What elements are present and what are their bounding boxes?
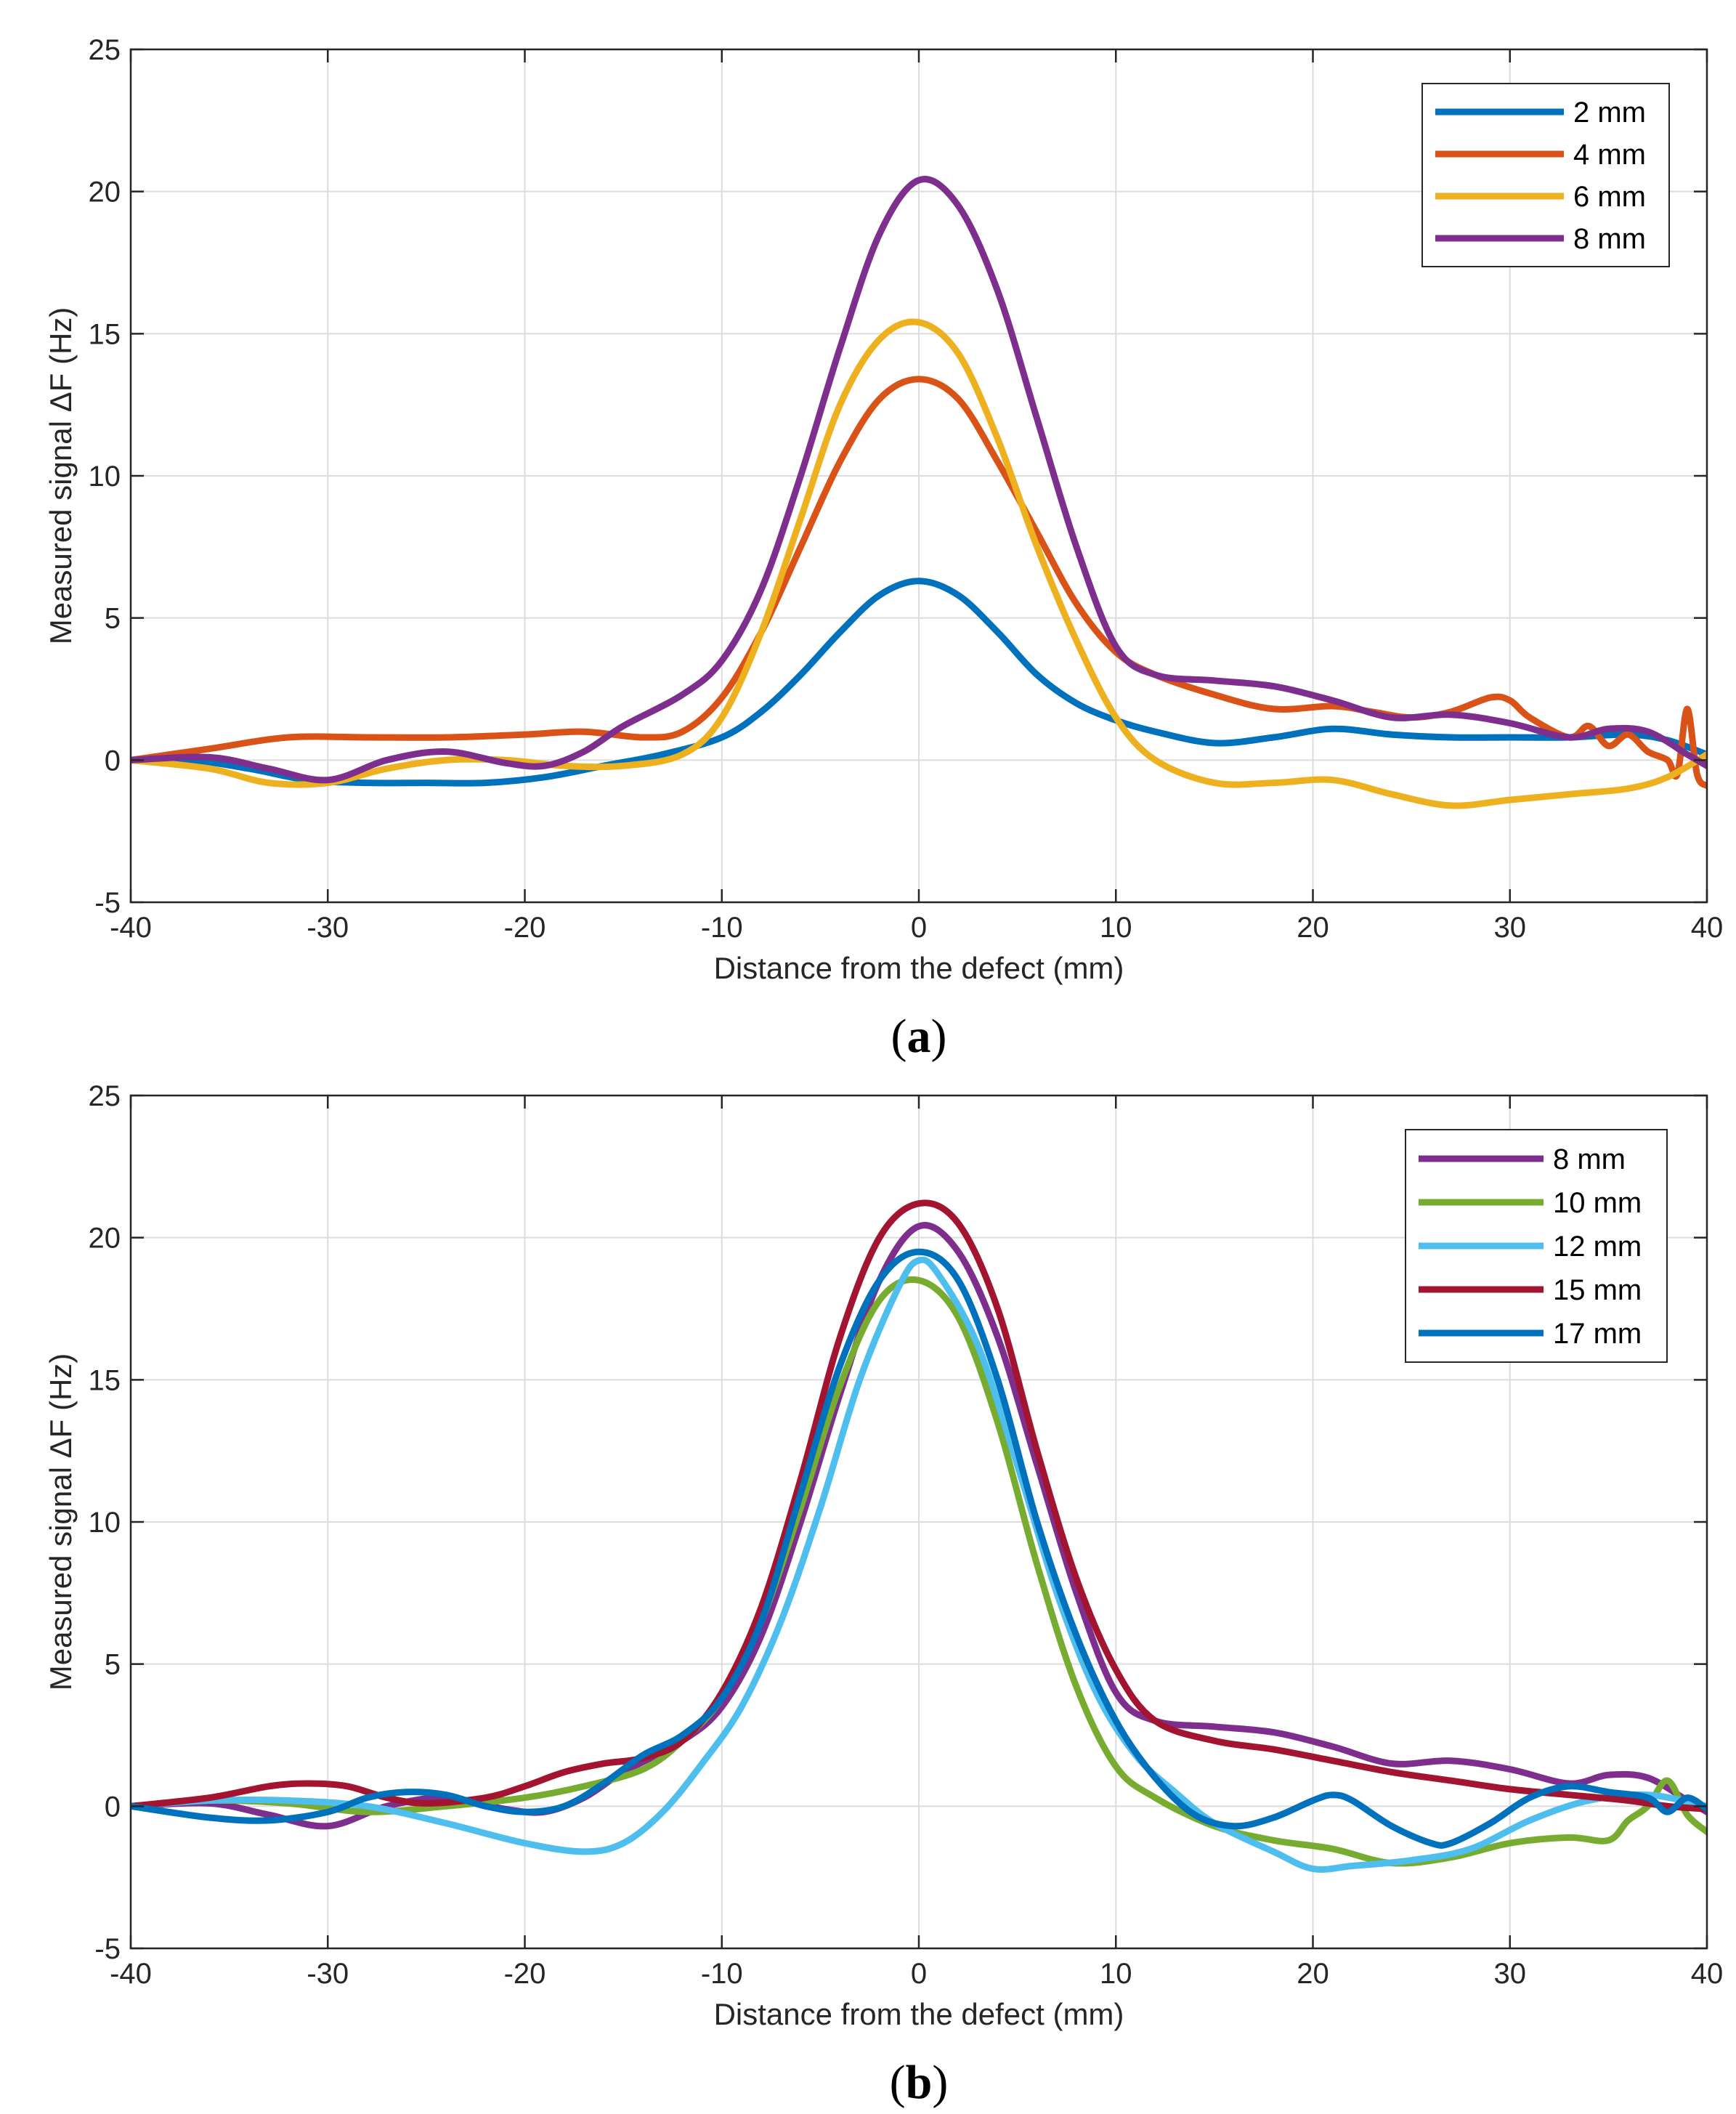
series-line-10-mm [131, 1276, 1707, 1867]
series-line-12-mm [131, 1256, 1707, 1873]
x-axis-label: Distance from the defect (mm) [714, 951, 1124, 985]
x-tick-label: -10 [701, 1958, 743, 1990]
y-tick-label: -5 [94, 1933, 121, 1965]
series-line-4-mm [131, 376, 1707, 790]
x-tick-label: 30 [1494, 912, 1527, 944]
panel-label: (b) [890, 2056, 949, 2109]
legend-label: 6 mm [1573, 181, 1646, 213]
y-axis-label: Measured signal ΔF (Hz) [44, 1353, 78, 1691]
chart-panel-b: -40 -30 -20 -10 0 10 20 30 40 -5 0 5 10 15 20 25 Distanc… [44, 1080, 1723, 2109]
y-axis-label: Measured signal ΔF (Hz) [44, 307, 78, 645]
y-tick-label: 20 [89, 177, 121, 208]
panel-label-close: ) [931, 1010, 947, 1063]
x-tick-label: 20 [1297, 1958, 1329, 1990]
legend-item-2-mm: 2 mm [1435, 97, 1646, 129]
x-tick-label: 20 [1297, 912, 1329, 944]
legend-label: 2 mm [1573, 97, 1646, 129]
y-tick-label: 5 [105, 603, 121, 635]
x-tick-label: -30 [307, 1958, 349, 1990]
series-group [131, 1199, 1707, 1873]
legend: 8 mm 10 mm 12 mm 15 mm 17 mm [1405, 1129, 1668, 1363]
x-tick-label: -30 [307, 912, 349, 944]
series-line-17-mm [131, 1248, 1707, 1849]
x-tick-label: 30 [1494, 1958, 1527, 1990]
y-tick-label: 15 [89, 1364, 121, 1396]
y-tick-label: 5 [105, 1649, 121, 1681]
legend-label: 10 mm [1553, 1187, 1642, 1219]
legend-label: 4 mm [1573, 139, 1646, 171]
legend-label: 15 mm [1553, 1274, 1642, 1306]
legend-item-8-mm: 8 mm [1435, 223, 1646, 255]
chart-panel-a: -40 -30 -20 -10 0 10 20 30 40 -5 0 5 10 15 20 25 Distanc… [44, 34, 1723, 1063]
series-line-6-mm [131, 318, 1707, 809]
legend-item-4-mm: 4 mm [1435, 139, 1646, 171]
x-tick-label: 40 [1691, 912, 1724, 944]
x-tick-label: 10 [1100, 1958, 1132, 1990]
x-tick-label: -40 [110, 1958, 152, 1990]
legend-item-6-mm: 6 mm [1435, 181, 1646, 213]
y-tick-label: 0 [105, 745, 121, 777]
x-tick-label: 10 [1100, 912, 1132, 944]
legend-item-12-mm: 12 mm [1419, 1231, 1642, 1263]
y-tick-label: 10 [89, 1507, 121, 1539]
x-tick-label: -10 [701, 912, 743, 944]
y-tick-label: 0 [105, 1791, 121, 1823]
legend-label: 12 mm [1553, 1231, 1642, 1263]
panel-label-close: ) [932, 2056, 948, 2109]
ticks: -40 -30 -20 -10 0 10 20 30 40 -5 0 5 10 15 20 25 [89, 1080, 1724, 1990]
legend-label: 8 mm [1553, 1143, 1626, 1175]
y-tick-label: 25 [89, 1080, 121, 1112]
panel-label-letter: b [906, 2056, 933, 2109]
panel-label-open: ( [891, 1010, 907, 1063]
x-tick-label: -20 [504, 1958, 546, 1990]
panel-label: (a) [891, 1010, 947, 1063]
legend: 2 mm 4 mm 6 mm 8 mm [1421, 83, 1670, 267]
panel-label-open: ( [890, 2056, 906, 2109]
x-tick-label: 0 [911, 912, 927, 944]
legend-item-8-mm: 8 mm [1419, 1143, 1626, 1175]
x-tick-label: -20 [504, 912, 546, 944]
x-tick-label: -40 [110, 912, 152, 944]
series-line-2-mm [131, 578, 1707, 787]
series-line-8-mm [131, 176, 1707, 784]
legend-label: 17 mm [1553, 1318, 1642, 1350]
y-tick-label: 10 [89, 461, 121, 493]
ticks: -40 -30 -20 -10 0 10 20 30 40 -5 0 5 10 15 20 25 [89, 34, 1724, 944]
y-tick-label: 20 [89, 1223, 121, 1255]
x-axis-label: Distance from the defect (mm) [714, 1997, 1124, 2031]
legend-item-17-mm: 17 mm [1419, 1318, 1642, 1350]
legend-label: 8 mm [1573, 223, 1646, 255]
legend-item-10-mm: 10 mm [1419, 1187, 1642, 1219]
x-tick-label: 40 [1691, 1958, 1724, 1990]
x-tick-label: 0 [911, 1958, 927, 1990]
series-group [131, 176, 1707, 809]
y-tick-label: 15 [89, 318, 121, 350]
legend-item-15-mm: 15 mm [1419, 1274, 1642, 1306]
y-tick-label: 25 [89, 34, 121, 66]
panel-label-letter: a [907, 1010, 931, 1063]
y-tick-label: -5 [94, 887, 121, 919]
series-line-15-mm [131, 1199, 1707, 1813]
